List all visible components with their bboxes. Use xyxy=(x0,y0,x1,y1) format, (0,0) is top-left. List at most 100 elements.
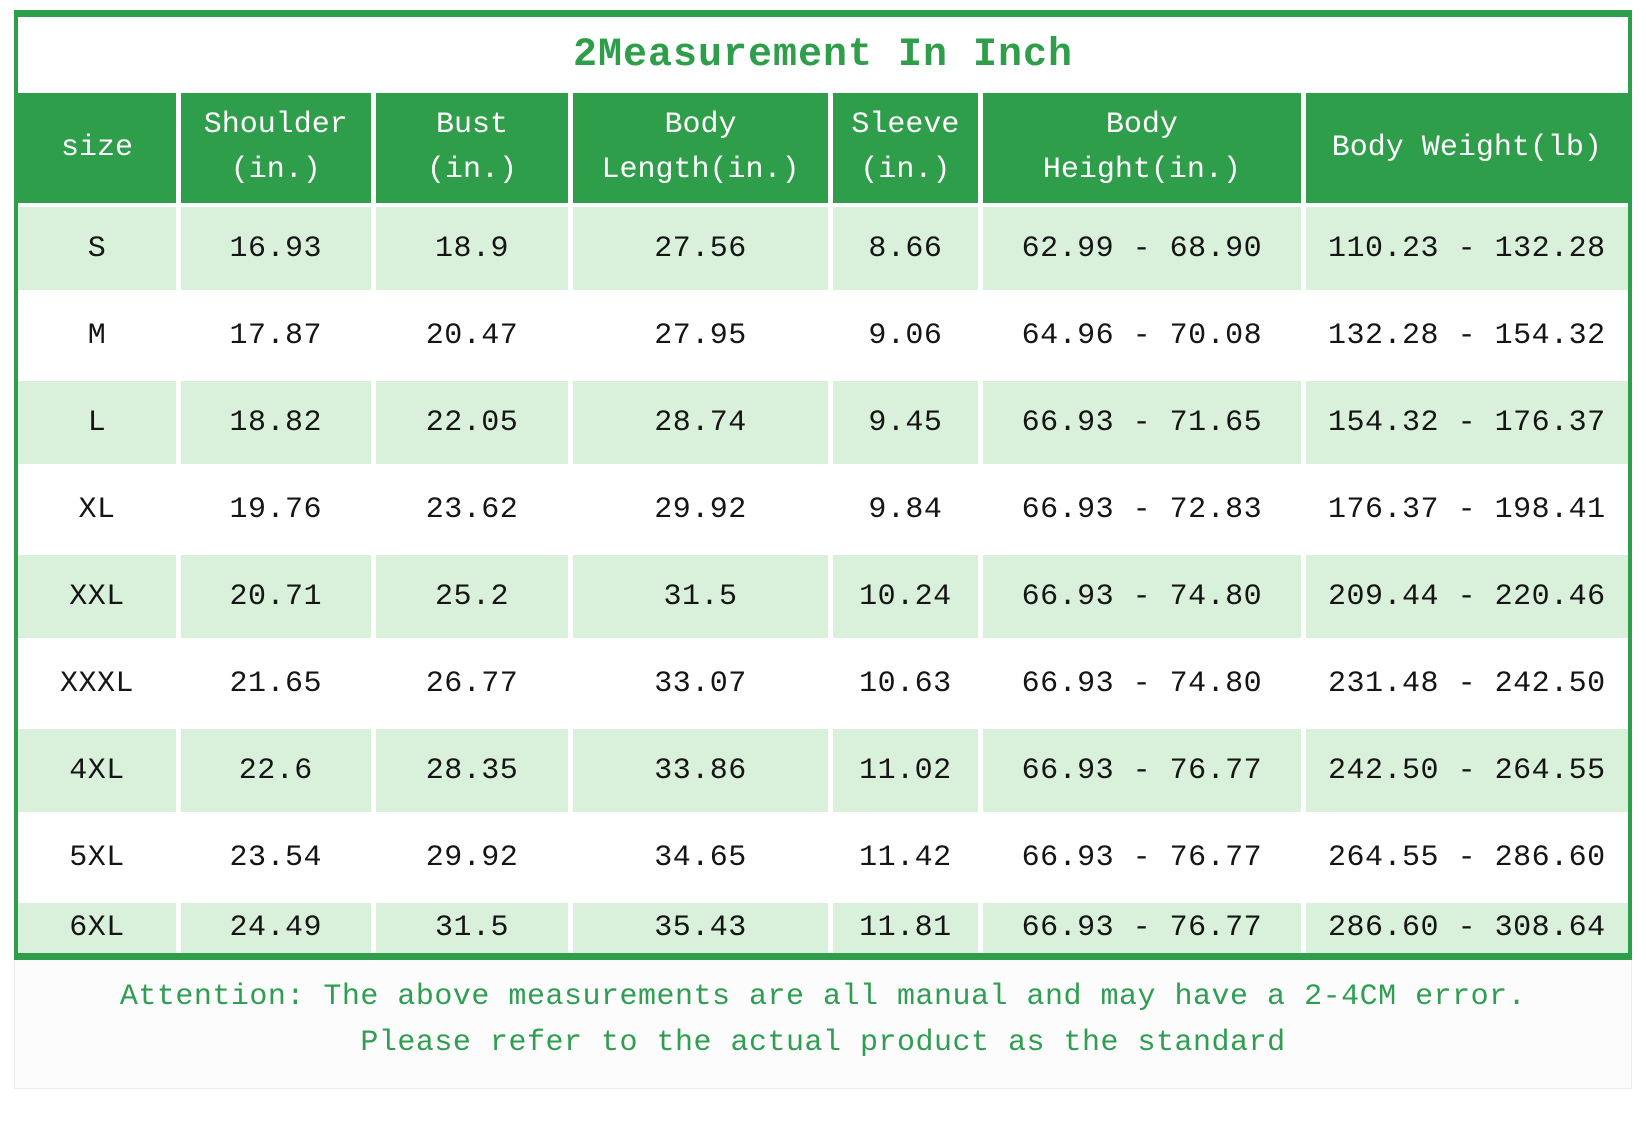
cell-size: S xyxy=(18,207,176,290)
cell-size: L xyxy=(18,381,176,464)
cell-shoulder: 22.6 xyxy=(180,729,371,812)
column-header-line: (in.) xyxy=(230,153,321,187)
cell-bust: 20.47 xyxy=(375,294,569,377)
cell-bust: 29.92 xyxy=(375,816,569,899)
column-header-shoulder: Shoulder (in.) xyxy=(180,93,371,203)
table-row-5xl: 5XL 23.54 29.92 34.65 11.42 66.93 - 76.7… xyxy=(18,816,1628,899)
column-header-line: Height(in.) xyxy=(1042,153,1241,187)
cell-sleeve: 9.06 xyxy=(832,294,979,377)
attention-note-line-2: Please refer to the actual product as th… xyxy=(360,1026,1286,1060)
column-header-line: Sleeve xyxy=(851,108,960,142)
column-header-sleeve: Sleeve (in.) xyxy=(832,93,979,203)
attention-note-line-1: Attention: The above measurements are al… xyxy=(119,980,1527,1014)
cell-sleeve: 10.24 xyxy=(832,555,979,638)
cell-body-weight: 264.55 - 286.60 xyxy=(1305,816,1628,899)
cell-body-height: 64.96 - 70.08 xyxy=(983,294,1301,377)
cell-body-weight: 176.37 - 198.41 xyxy=(1305,468,1628,551)
cell-shoulder: 16.93 xyxy=(180,207,371,290)
table-row-xxl: XXL 20.71 25.2 31.5 10.24 66.93 - 74.80 … xyxy=(18,555,1628,638)
cell-shoulder: 19.76 xyxy=(180,468,371,551)
cell-sleeve: 9.45 xyxy=(832,381,979,464)
title-bar: 2Measurement In Inch xyxy=(18,17,1628,93)
cell-body-weight: 110.23 - 132.28 xyxy=(1305,207,1628,290)
cell-size: XXL xyxy=(18,555,176,638)
cell-bust: 26.77 xyxy=(375,642,569,725)
cell-body-length: 34.65 xyxy=(573,816,828,899)
cell-shoulder: 21.65 xyxy=(180,642,371,725)
cell-body-height: 66.93 - 74.80 xyxy=(983,555,1301,638)
column-header-body-weight: Body Weight(lb) xyxy=(1305,93,1628,203)
cell-size: M xyxy=(18,294,176,377)
cell-bust: 31.5 xyxy=(375,903,569,953)
cell-shoulder: 17.87 xyxy=(180,294,371,377)
column-header-size: size xyxy=(18,93,176,203)
cell-body-weight: 231.48 - 242.50 xyxy=(1305,642,1628,725)
cell-size: 6XL xyxy=(18,903,176,953)
column-header-line: Body Weight(lb) xyxy=(1331,130,1602,165)
cell-body-height: 66.93 - 76.77 xyxy=(983,729,1301,812)
cell-body-length: 35.43 xyxy=(573,903,828,953)
attention-note: Attention: The above measurements are al… xyxy=(14,960,1632,1089)
column-header-line: Length(in.) xyxy=(601,153,800,187)
cell-body-weight: 154.32 - 176.37 xyxy=(1305,381,1628,464)
cell-body-length: 27.95 xyxy=(573,294,828,377)
table-row-l: L 18.82 22.05 28.74 9.45 66.93 - 71.65 1… xyxy=(18,381,1628,464)
cell-shoulder: 18.82 xyxy=(180,381,371,464)
cell-body-length: 33.86 xyxy=(573,729,828,812)
cell-sleeve: 8.66 xyxy=(832,207,979,290)
column-header-line: (in.) xyxy=(426,153,517,187)
cell-shoulder: 20.71 xyxy=(180,555,371,638)
cell-body-height: 66.93 - 72.83 xyxy=(983,468,1301,551)
column-header-line: (in.) xyxy=(860,153,951,187)
column-header-body-length: Body Length(in.) xyxy=(573,93,828,203)
cell-body-weight: 209.44 - 220.46 xyxy=(1305,555,1628,638)
cell-size: 5XL xyxy=(18,816,176,899)
table-row-xxxl: XXXL 21.65 26.77 33.07 10.63 66.93 - 74.… xyxy=(18,642,1628,725)
page-title: 2Measurement In Inch xyxy=(572,32,1074,78)
cell-body-height: 66.93 - 74.80 xyxy=(983,642,1301,725)
cell-body-height: 66.93 - 76.77 xyxy=(983,903,1301,953)
cell-shoulder: 23.54 xyxy=(180,816,371,899)
cell-body-weight: 286.60 - 308.64 xyxy=(1305,903,1628,953)
size-chart-page: 2Measurement In Inch size xyxy=(0,10,1646,1136)
cell-sleeve: 11.42 xyxy=(832,816,979,899)
cell-size: 4XL xyxy=(18,729,176,812)
column-header-body-height: Body Height(in.) xyxy=(983,93,1301,203)
cell-sleeve: 11.02 xyxy=(832,729,979,812)
cell-size: XL xyxy=(18,468,176,551)
column-header-line: Shoulder xyxy=(203,108,348,142)
cell-body-height: 66.93 - 76.77 xyxy=(983,816,1301,899)
table-row-m: M 17.87 20.47 27.95 9.06 64.96 - 70.08 1… xyxy=(18,294,1628,377)
table-row-6xl: 6XL 24.49 31.5 35.43 11.81 66.93 - 76.77… xyxy=(18,903,1628,953)
cell-bust: 25.2 xyxy=(375,555,569,638)
cell-bust: 23.62 xyxy=(375,468,569,551)
table-row-xl: XL 19.76 23.62 29.92 9.84 66.93 - 72.83 … xyxy=(18,468,1628,551)
cell-bust: 28.35 xyxy=(375,729,569,812)
cell-body-length: 27.56 xyxy=(573,207,828,290)
cell-size: XXXL xyxy=(18,642,176,725)
size-chart-table: size Shoulder (in.) Bust (in.) Body Leng… xyxy=(18,89,1628,953)
cell-sleeve: 9.84 xyxy=(832,468,979,551)
cell-body-weight: 242.50 - 264.55 xyxy=(1305,729,1628,812)
cell-body-length: 29.92 xyxy=(573,468,828,551)
cell-bust: 22.05 xyxy=(375,381,569,464)
column-header-line: Bust xyxy=(435,108,508,142)
cell-body-height: 62.99 - 68.90 xyxy=(983,207,1301,290)
cell-body-height: 66.93 - 71.65 xyxy=(983,381,1301,464)
cell-sleeve: 11.81 xyxy=(832,903,979,953)
column-header-line: size xyxy=(60,130,133,165)
column-header-line: Body xyxy=(664,108,737,142)
size-chart-sheet: 2Measurement In Inch size xyxy=(14,10,1632,960)
cell-body-weight: 132.28 - 154.32 xyxy=(1305,294,1628,377)
header-row: size Shoulder (in.) Bust (in.) Body Leng… xyxy=(18,93,1628,203)
cell-bust: 18.9 xyxy=(375,207,569,290)
table-row-s: S 16.93 18.9 27.56 8.66 62.99 - 68.90 11… xyxy=(18,207,1628,290)
column-header-line: Body xyxy=(1105,108,1178,142)
column-header-bust: Bust (in.) xyxy=(375,93,569,203)
cell-body-length: 33.07 xyxy=(573,642,828,725)
cell-body-length: 31.5 xyxy=(573,555,828,638)
table-row-4xl: 4XL 22.6 28.35 33.86 11.02 66.93 - 76.77… xyxy=(18,729,1628,812)
cell-body-length: 28.74 xyxy=(573,381,828,464)
cell-shoulder: 24.49 xyxy=(180,903,371,953)
cell-sleeve: 10.63 xyxy=(832,642,979,725)
